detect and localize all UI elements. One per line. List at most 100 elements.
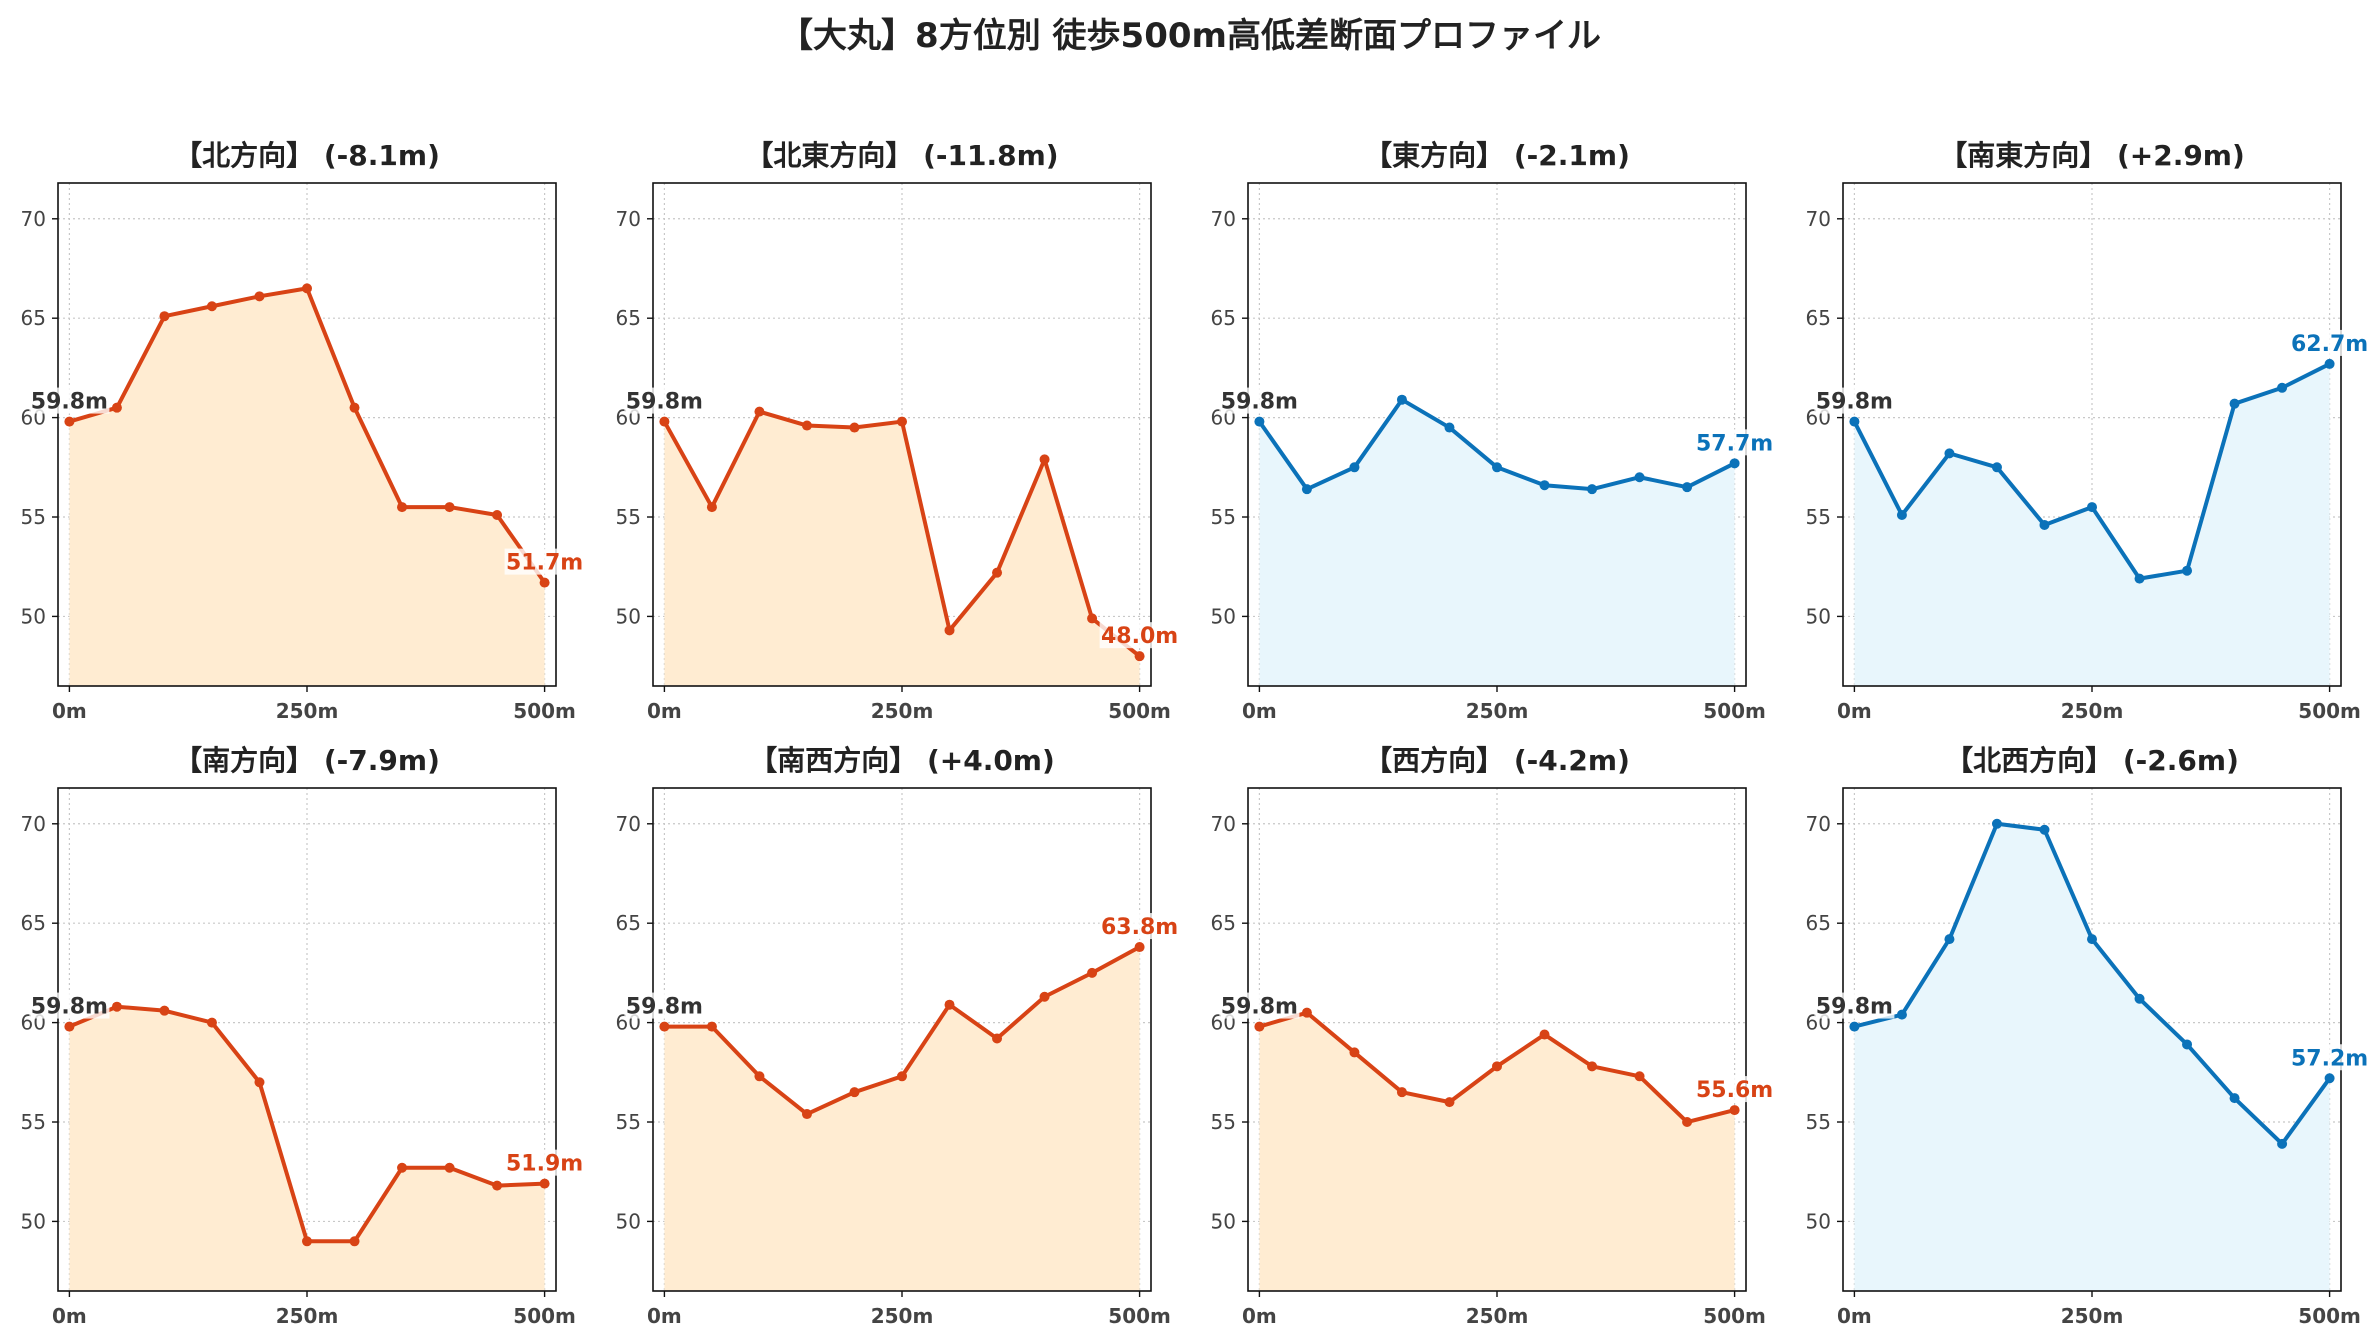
y-tick-label: 50 <box>1211 604 1236 628</box>
y-tick-label: 65 <box>616 306 641 330</box>
data-point <box>1492 462 1502 473</box>
y-tick-label: 65 <box>616 911 641 935</box>
data-point <box>206 301 217 312</box>
data-point <box>111 1001 122 1012</box>
data-point <box>64 416 75 427</box>
y-tick-label: 50 <box>1211 1209 1236 1233</box>
x-tick-label: 500m <box>513 699 576 723</box>
data-point <box>397 502 408 513</box>
data-point <box>2324 358 2335 369</box>
area-fill <box>664 947 1140 1291</box>
chart-title: 【南西方向】 (+4.0m) <box>749 744 1055 777</box>
y-tick-label: 65 <box>21 911 46 935</box>
x-tick-label: 0m <box>1242 1304 1277 1328</box>
start-label-bg <box>29 387 110 414</box>
x-tick-label: 0m <box>647 1304 682 1328</box>
y-tick-label: 65 <box>1806 306 1831 330</box>
data-point <box>1134 942 1145 953</box>
chart-title: 【北方向】 (-8.1m) <box>174 139 440 172</box>
x-tick-label: 0m <box>1837 699 1872 723</box>
chart-title: 【西方向】 (-4.2m) <box>1364 744 1630 777</box>
data-point <box>111 402 122 413</box>
data-point <box>2134 573 2145 584</box>
data-point <box>2087 502 2097 513</box>
y-tick-label: 50 <box>1806 604 1831 628</box>
data-point <box>1634 1071 1645 1082</box>
data-point <box>1396 394 1407 405</box>
y-tick-label: 70 <box>21 812 46 836</box>
data-point <box>349 1236 360 1247</box>
data-point <box>659 416 670 427</box>
x-tick-label: 250m <box>276 699 339 723</box>
start-label-bg <box>1219 992 1300 1019</box>
y-tick-label: 50 <box>1806 1209 1831 1233</box>
chart-title: 【南東方向】 (+2.9m) <box>1939 139 2245 172</box>
data-point <box>159 1005 170 1016</box>
data-point <box>1539 480 1550 491</box>
data-point <box>1682 482 1693 493</box>
x-tick-label: 500m <box>1108 1304 1171 1328</box>
y-tick-label: 50 <box>616 1209 641 1233</box>
y-tick-label: 70 <box>21 207 46 231</box>
start-value-label: 59.8m <box>1221 995 1298 1020</box>
end-label-bg <box>2289 1044 2370 1071</box>
data-point <box>754 406 765 417</box>
end-value-label: 62.7m <box>2291 332 2368 357</box>
data-point <box>897 1071 907 1082</box>
area-fill <box>1854 823 2330 1291</box>
start-label-bg <box>1814 387 1895 414</box>
data-point <box>1301 484 1312 495</box>
data-point <box>1896 1009 1907 1020</box>
y-tick-label: 55 <box>1806 505 1831 529</box>
data-point <box>1991 818 2002 829</box>
data-point <box>444 502 455 513</box>
y-tick-label: 70 <box>616 812 641 836</box>
data-point <box>1254 416 1265 427</box>
data-point <box>2229 398 2240 409</box>
data-point <box>992 567 1003 578</box>
x-tick-label: 500m <box>2298 1304 2361 1328</box>
data-point <box>1587 1061 1598 1072</box>
area-fill <box>1259 399 1735 686</box>
data-point <box>1444 1097 1455 1108</box>
y-tick-label: 70 <box>1806 812 1831 836</box>
data-point <box>1587 484 1598 495</box>
data-point <box>159 311 170 322</box>
data-point <box>1539 1029 1550 1040</box>
data-point <box>64 1021 75 1032</box>
data-point <box>254 291 265 302</box>
end-label-bg <box>1099 913 1180 940</box>
end-label-bg <box>1694 429 1775 456</box>
x-tick-label: 250m <box>1466 1304 1529 1328</box>
x-tick-label: 250m <box>1466 699 1529 723</box>
start-label-bg <box>624 992 705 1019</box>
data-point <box>492 510 503 521</box>
data-point <box>1039 991 1050 1002</box>
data-point <box>349 402 360 413</box>
end-value-label: 57.7m <box>1696 431 1773 456</box>
start-label-bg <box>1219 387 1300 414</box>
start-label-bg <box>624 387 705 414</box>
area-fill <box>69 1006 545 1291</box>
data-point <box>754 1071 765 1082</box>
end-label-bg <box>2289 329 2370 356</box>
data-point <box>1991 462 2002 473</box>
x-tick-label: 0m <box>1837 1304 1872 1328</box>
data-point <box>1087 613 1098 624</box>
y-tick-label: 65 <box>1211 306 1236 330</box>
y-tick-label: 70 <box>1211 207 1236 231</box>
data-point <box>302 283 312 294</box>
data-point <box>659 1021 670 1032</box>
data-point <box>2182 1039 2193 1050</box>
y-tick-label: 55 <box>1806 1110 1831 1134</box>
data-point <box>992 1033 1003 1044</box>
x-tick-label: 500m <box>513 1304 576 1328</box>
data-point <box>2277 382 2288 393</box>
y-tick-label: 55 <box>21 1110 46 1134</box>
start-value-label: 59.8m <box>626 390 703 415</box>
data-point <box>849 1087 860 1098</box>
end-label-bg <box>504 548 585 575</box>
